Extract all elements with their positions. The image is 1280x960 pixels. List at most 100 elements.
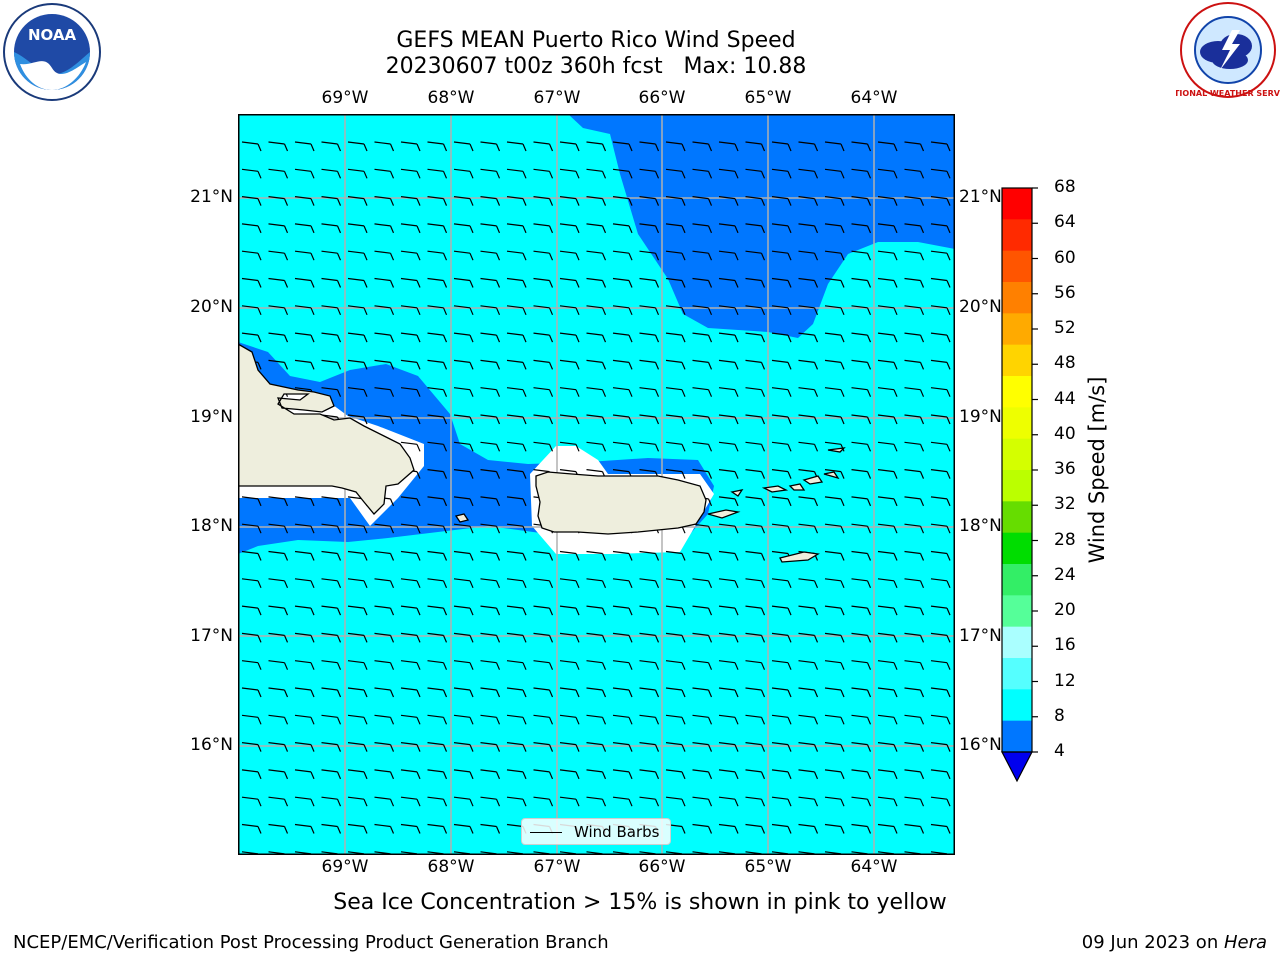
wind-barb bbox=[824, 769, 845, 780]
wind-barb bbox=[427, 277, 448, 288]
wind-barb bbox=[930, 523, 951, 534]
wind-barb bbox=[586, 168, 607, 179]
wind-barb bbox=[427, 469, 448, 479]
wind-barb bbox=[718, 141, 739, 152]
wind-barb bbox=[798, 796, 819, 807]
wind-barb bbox=[771, 332, 792, 343]
wind-barb bbox=[798, 141, 819, 152]
wind-barb bbox=[321, 550, 342, 561]
wind-barb bbox=[559, 632, 580, 643]
wind-barb bbox=[533, 769, 554, 780]
wind-barb bbox=[718, 550, 739, 561]
wind-barb bbox=[427, 605, 448, 616]
wind-barb bbox=[586, 387, 607, 397]
wind-barb bbox=[480, 823, 501, 834]
wind-barb bbox=[480, 223, 501, 234]
wind-barb bbox=[533, 632, 554, 643]
wind-barb bbox=[771, 523, 792, 534]
wind-barb bbox=[453, 196, 474, 206]
wind-barb bbox=[321, 359, 342, 370]
wind-barb bbox=[904, 687, 925, 698]
wind-barb bbox=[745, 387, 766, 397]
wind-barb bbox=[533, 660, 554, 670]
wind-barb bbox=[533, 141, 554, 152]
wind-barb bbox=[506, 714, 527, 725]
wind-barb bbox=[798, 305, 819, 316]
wind-barb bbox=[480, 469, 501, 479]
wind-barb bbox=[347, 687, 368, 698]
wind-barb bbox=[427, 359, 448, 370]
wind-barb bbox=[877, 387, 898, 397]
wind-barb bbox=[798, 523, 819, 534]
wind-barb bbox=[427, 796, 448, 807]
wind-barb bbox=[639, 714, 660, 725]
wind-barb bbox=[586, 277, 607, 288]
wind-barb bbox=[480, 196, 501, 206]
wind-barb bbox=[745, 578, 766, 589]
colorbar-band bbox=[1002, 376, 1032, 408]
wind-barb bbox=[241, 141, 262, 152]
wind-barb bbox=[904, 605, 925, 616]
footer-organization: NCEP/EMC/Verification Post Processing Pr… bbox=[13, 932, 609, 953]
footer-machine: Hera bbox=[1223, 932, 1267, 953]
wind-barb bbox=[453, 168, 474, 179]
wind-barb bbox=[453, 414, 474, 425]
wind-barb bbox=[904, 387, 925, 397]
wind-barb bbox=[480, 414, 501, 425]
wind-barb bbox=[427, 141, 448, 152]
wind-barb bbox=[533, 196, 554, 206]
wind-barb bbox=[612, 223, 633, 234]
wind-barb bbox=[718, 605, 739, 616]
colorbar-tick-label: 64 bbox=[1054, 212, 1076, 233]
wind-barb bbox=[453, 359, 474, 370]
wind-barb bbox=[877, 523, 898, 534]
wind-barb bbox=[347, 223, 368, 234]
wind-barb bbox=[533, 441, 554, 452]
wind-barb bbox=[692, 550, 713, 561]
wind-barb bbox=[374, 578, 395, 589]
wind-barb bbox=[533, 605, 554, 616]
wind-barb bbox=[347, 632, 368, 643]
wind-barb bbox=[692, 742, 713, 752]
colorbar-tick-label: 28 bbox=[1054, 529, 1076, 550]
wind-barb bbox=[930, 196, 951, 206]
colorbar-band bbox=[1002, 438, 1032, 471]
wind-barb bbox=[294, 769, 315, 780]
wind-barb bbox=[904, 714, 925, 725]
wind-barb bbox=[745, 605, 766, 616]
wind-barb bbox=[559, 359, 580, 370]
wind-barb bbox=[718, 578, 739, 589]
wind-barb bbox=[533, 359, 554, 370]
wind-barb bbox=[904, 168, 925, 179]
colorbar-band bbox=[1002, 720, 1032, 753]
wind-barb bbox=[400, 823, 421, 834]
wind-barb bbox=[824, 414, 845, 425]
wind-barb bbox=[718, 496, 739, 507]
wind-barb bbox=[930, 769, 951, 780]
wind-barb bbox=[453, 141, 474, 152]
wind-barb bbox=[639, 168, 660, 179]
wind-barb bbox=[427, 823, 448, 834]
wind-barb bbox=[586, 660, 607, 670]
wind-barb bbox=[480, 332, 501, 343]
wind-barb bbox=[824, 796, 845, 807]
wind-barb bbox=[745, 632, 766, 643]
wind-barb bbox=[718, 769, 739, 780]
wind-barb bbox=[877, 605, 898, 616]
wind-barb bbox=[294, 796, 315, 807]
wind-barb bbox=[851, 277, 872, 288]
wind-barb bbox=[453, 469, 474, 479]
wind-barb bbox=[851, 796, 872, 807]
wind-barb bbox=[771, 469, 792, 479]
wind-barb bbox=[851, 496, 872, 507]
colorbar-band bbox=[1002, 344, 1032, 377]
wind-barb bbox=[718, 277, 739, 288]
wind-barb bbox=[930, 277, 951, 288]
wind-barb bbox=[321, 168, 342, 179]
wind-barb bbox=[639, 441, 660, 452]
colorbar-tick-label: 44 bbox=[1054, 388, 1076, 409]
wind-barb bbox=[877, 168, 898, 179]
wind-barb bbox=[400, 196, 421, 206]
wind-barb bbox=[374, 196, 395, 206]
wind-barb bbox=[559, 550, 580, 561]
